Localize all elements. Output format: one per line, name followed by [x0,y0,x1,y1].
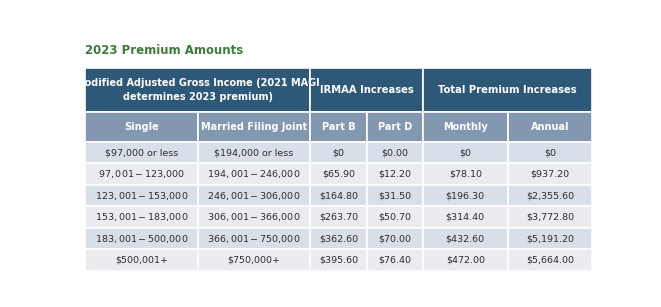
Bar [367,112,423,142]
Text: $5,664.00: $5,664.00 [526,256,574,265]
Bar [423,142,508,163]
Text: Part D: Part D [377,122,412,132]
Text: Single: Single [124,122,159,132]
Text: $937.20: $937.20 [530,169,570,179]
Text: $362.60: $362.60 [319,234,358,243]
Bar [311,249,367,271]
Text: $78.10: $78.10 [449,169,482,179]
Bar [198,228,311,249]
Bar [198,163,311,185]
Text: $263.70: $263.70 [319,212,358,222]
Text: $196.30: $196.30 [446,191,485,200]
Text: $31.50: $31.50 [378,191,411,200]
Bar [367,206,423,228]
Bar [508,163,592,185]
Text: $0: $0 [544,148,556,157]
Text: $0.00: $0.00 [381,148,408,157]
Bar [198,206,311,228]
Text: 2023 Premium Amounts: 2023 Premium Amounts [85,44,243,57]
Bar [423,163,508,185]
Text: $12.20: $12.20 [378,169,411,179]
Text: $306,001 - $366,000: $306,001 - $366,000 [208,211,301,223]
Text: $153,001 - $183,000: $153,001 - $183,000 [95,211,188,223]
Bar [85,68,311,112]
Bar [508,142,592,163]
Bar [508,228,592,249]
Bar [423,228,508,249]
Bar [423,206,508,228]
Text: Annual: Annual [531,122,569,132]
Text: $194,001 - $246,000: $194,001 - $246,000 [208,168,301,180]
Text: $2,355.60: $2,355.60 [526,191,574,200]
Text: $65.90: $65.90 [322,169,355,179]
Text: $76.40: $76.40 [378,256,411,265]
Text: $0: $0 [459,148,471,157]
Text: $50.70: $50.70 [378,212,411,222]
Text: $164.80: $164.80 [319,191,358,200]
Text: $123,001 - $153,000: $123,001 - $153,000 [95,189,188,202]
Bar [85,112,198,142]
Text: Monthly: Monthly [443,122,488,132]
Bar [311,228,367,249]
Text: $500,001+: $500,001+ [115,256,168,265]
Text: $97,000 or less: $97,000 or less [105,148,178,157]
Bar [508,206,592,228]
Bar [85,249,198,271]
Bar [508,249,592,271]
Text: Part B: Part B [322,122,356,132]
Text: Total Premium Increases: Total Premium Increases [438,85,577,95]
Text: $472.00: $472.00 [446,256,485,265]
Text: $314.40: $314.40 [446,212,485,222]
Bar [423,68,592,112]
Bar [311,163,367,185]
Bar [85,163,198,185]
Bar [367,163,423,185]
Bar [311,68,423,112]
Bar [508,185,592,206]
Bar [85,142,198,163]
Bar [367,249,423,271]
Bar [423,249,508,271]
Bar [367,185,423,206]
Text: $3,772.80: $3,772.80 [526,212,574,222]
Text: $5,191.20: $5,191.20 [526,234,574,243]
Bar [311,185,367,206]
Bar [311,142,367,163]
Bar [311,206,367,228]
Bar [423,112,508,142]
Bar [198,249,311,271]
Text: $194,000 or less: $194,000 or less [214,148,293,157]
Text: $395.60: $395.60 [319,256,358,265]
Bar [198,112,311,142]
Text: $97,001 - $123,000: $97,001 - $123,000 [98,168,185,180]
Text: $183,001 - $500,000: $183,001 - $500,000 [95,233,188,245]
Text: Modified Adjusted Gross Income (2021 MAGI
determines 2023 premium): Modified Adjusted Gross Income (2021 MAG… [75,78,320,102]
Text: $750,000+: $750,000+ [227,256,280,265]
Text: $246,001 - $306,000: $246,001 - $306,000 [208,189,301,202]
Text: $432.60: $432.60 [446,234,485,243]
Bar [423,185,508,206]
Text: IRMAA Increases: IRMAA Increases [320,85,414,95]
Bar [85,206,198,228]
Bar [85,228,198,249]
Bar [311,112,367,142]
Text: $70.00: $70.00 [378,234,411,243]
Bar [508,112,592,142]
Bar [198,185,311,206]
Bar [367,228,423,249]
Bar [198,142,311,163]
Text: $366,001 - $750,000: $366,001 - $750,000 [208,233,301,245]
Bar [367,142,423,163]
Bar [85,185,198,206]
Text: $0: $0 [332,148,344,157]
Text: Married Filing Joint: Married Filing Joint [201,122,307,132]
